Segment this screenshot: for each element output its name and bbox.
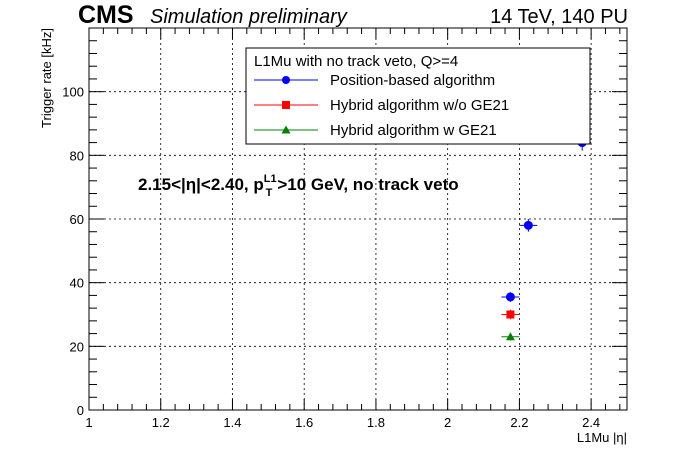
legend-label-position-based: Position-based algorithm bbox=[330, 72, 495, 89]
y-tick-label: 20 bbox=[70, 339, 84, 354]
x-tick-label: 1.8 bbox=[367, 415, 385, 430]
y-tick-label: 100 bbox=[62, 85, 84, 100]
grid bbox=[89, 28, 627, 410]
x-tick-label: 2.4 bbox=[582, 415, 600, 430]
annotation-subscript: T bbox=[266, 187, 273, 199]
x-tick-label: 2.2 bbox=[510, 415, 528, 430]
experiment-label: CMS bbox=[78, 1, 134, 29]
legend-marker-hybrid-without-ge21 bbox=[282, 101, 290, 109]
legend-title: L1Mu with no track veto, Q>=4 bbox=[254, 53, 458, 70]
x-tick-label: 1.2 bbox=[152, 415, 170, 430]
legend-label-hybrid-with-ge21: Hybrid algorithm w GE21 bbox=[330, 122, 497, 139]
x-axis-title: L1Mu |η| bbox=[577, 430, 627, 445]
data-point-hybrid-algorithm-w-ge21 bbox=[501, 332, 520, 341]
data-point-position-based-algorithm bbox=[501, 292, 520, 302]
marker-circle bbox=[505, 292, 515, 302]
marker-triangle bbox=[505, 332, 515, 341]
marker-square bbox=[506, 310, 515, 319]
data-point-position-based-algorithm bbox=[519, 219, 538, 232]
y-tick-label: 40 bbox=[70, 276, 84, 291]
legend-marker-position-based bbox=[282, 76, 290, 84]
annotation-suffix: >10 GeV, no track veto bbox=[277, 175, 458, 194]
simulation-label: Simulation preliminary bbox=[150, 6, 348, 28]
data-points bbox=[501, 134, 592, 341]
y-tick-label: 80 bbox=[70, 148, 84, 163]
legend-box bbox=[245, 47, 591, 145]
annotation-prefix: 2.15<|η|<2.40, p bbox=[138, 175, 264, 194]
x-tick-label: 1.4 bbox=[223, 415, 241, 430]
legend-label-hybrid-without-ge21: Hybrid algorithm w/o GE21 bbox=[330, 97, 509, 114]
y-tick-label: 0 bbox=[77, 403, 84, 418]
marker-circle bbox=[523, 220, 533, 230]
data-point-hybrid-algorithm-w-o-ge21 bbox=[501, 309, 520, 320]
selection-annotation: 2.15<|η|<2.40, pL1 T >10 GeV, no track vet… bbox=[138, 173, 459, 199]
x-tick-label: 2 bbox=[444, 415, 451, 430]
annotation-superscript: L1 bbox=[264, 173, 277, 185]
y-tick-label: 60 bbox=[70, 212, 84, 227]
y-axis-title: Trigger rate [kHz] bbox=[39, 28, 54, 128]
conditions-label: 14 TeV, 140 PU bbox=[490, 6, 628, 28]
axis-ticks: 1 1.2 1.4 1.6 1.8 2 2.2 2.4 0 20 40 60 80 100 bbox=[62, 27, 627, 430]
legend-marker-hybrid-with-ge21 bbox=[281, 125, 291, 134]
x-tick-label: 1 bbox=[85, 415, 92, 430]
x-tick-label: 1.6 bbox=[295, 415, 313, 430]
legend: L1Mu with no track veto, Q>=4 Position-b… bbox=[245, 47, 591, 145]
